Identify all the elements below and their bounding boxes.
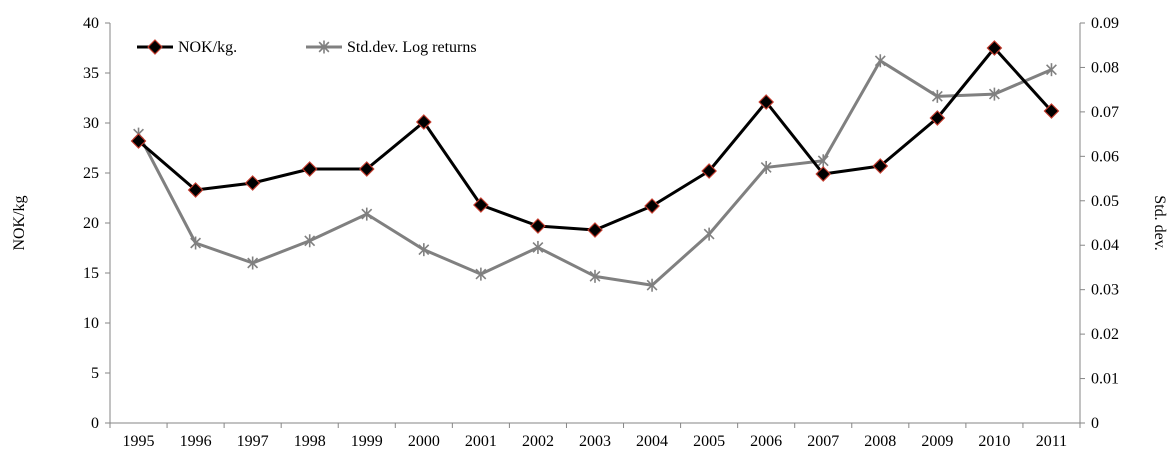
y2-tick-label: 0.09 bbox=[1091, 15, 1119, 32]
y2-tick-label: 0.02 bbox=[1091, 326, 1119, 343]
data-point-nok-kg bbox=[929, 110, 946, 126]
x-tick-label: 1997 bbox=[237, 433, 269, 450]
y-tick-label: 25 bbox=[83, 165, 99, 182]
y2-tick-label: 0.04 bbox=[1091, 237, 1119, 254]
y2-tick-label: 0.07 bbox=[1091, 104, 1119, 121]
data-point-std-dev bbox=[190, 236, 202, 250]
data-point-std-dev bbox=[760, 160, 772, 174]
data-point-std-dev bbox=[988, 87, 1000, 101]
data-point-nok-kg bbox=[644, 198, 660, 214]
data-point-std-dev bbox=[931, 89, 943, 103]
data-point-nok-kg bbox=[701, 163, 717, 179]
x-tick-label: 2003 bbox=[579, 433, 611, 450]
data-point-std-dev bbox=[817, 154, 829, 168]
y-tick-label: 10 bbox=[83, 315, 99, 332]
y2-tick-label: 0.05 bbox=[1091, 193, 1119, 210]
x-tick-label: 2005 bbox=[693, 433, 725, 450]
data-point-nok-kg bbox=[1043, 103, 1060, 119]
y-tick-label: 40 bbox=[83, 15, 99, 32]
x-tick-label: 2008 bbox=[864, 433, 896, 450]
data-point-std-dev bbox=[589, 269, 601, 283]
x-tick-label: 2009 bbox=[921, 433, 953, 450]
y-tick-label: 5 bbox=[91, 365, 99, 382]
y-tick-label: 35 bbox=[83, 65, 99, 82]
data-point-nok-kg bbox=[187, 182, 204, 198]
y-tick-label: 0 bbox=[91, 415, 99, 432]
data-point-nok-kg bbox=[530, 218, 546, 234]
data-point-nok-kg bbox=[986, 40, 1003, 56]
x-tick-label: 2011 bbox=[1036, 433, 1067, 450]
data-point-nok-kg bbox=[358, 161, 375, 177]
data-point-std-dev bbox=[475, 267, 487, 281]
data-point-std-dev bbox=[532, 240, 544, 254]
x-tick-label: 2001 bbox=[465, 433, 497, 450]
y2-axis-title: Std. dev. bbox=[1151, 195, 1167, 250]
y2-tick-label: 0.03 bbox=[1091, 282, 1119, 299]
data-point-nok-kg bbox=[244, 175, 261, 191]
x-tick-label: 2010 bbox=[978, 433, 1010, 450]
y2-tick-label: 0.06 bbox=[1091, 148, 1119, 165]
data-point-std-dev bbox=[304, 234, 316, 248]
x-tick-label: 2006 bbox=[750, 433, 782, 450]
legend-label-nok-kg: NOK/kg. bbox=[178, 39, 237, 56]
data-point-std-dev bbox=[418, 243, 430, 257]
series-line-nok-kg bbox=[137, 46, 1053, 232]
x-tick-label: 2004 bbox=[636, 433, 668, 450]
y-tick-label: 20 bbox=[83, 215, 99, 232]
legend-label-std-dev: Std.dev. Log returns bbox=[347, 39, 477, 56]
x-tick-label: 2002 bbox=[522, 433, 554, 450]
data-point-std-dev bbox=[361, 207, 373, 221]
series-lines bbox=[137, 46, 1053, 287]
y-tick-label: 30 bbox=[83, 115, 99, 132]
x-tick-label: 1996 bbox=[180, 433, 212, 450]
data-point-nok-kg bbox=[872, 158, 889, 174]
x-tick-label: 2007 bbox=[807, 433, 839, 450]
data-point-std-dev bbox=[646, 278, 658, 292]
data-point-std-dev bbox=[1046, 63, 1057, 77]
x-tick-label: 1998 bbox=[294, 433, 326, 450]
x-tick-label: 1999 bbox=[351, 433, 383, 450]
y2-tick-label: 0.08 bbox=[1091, 59, 1119, 76]
data-point-nok-kg bbox=[815, 166, 832, 182]
data-point-nok-kg bbox=[415, 114, 432, 130]
x-tick-label: 2000 bbox=[408, 433, 440, 450]
x-tick-label: 1995 bbox=[123, 433, 155, 450]
axes: 0 5 10 15 20 25 30 35 40 0 0.01 0.02 0.03 0.04 0.05 0.0… bbox=[11, 15, 1167, 450]
y2-tick-label: 0 bbox=[1091, 415, 1099, 432]
series-markers bbox=[130, 40, 1060, 292]
data-point-nok-kg bbox=[758, 94, 775, 110]
data-point-nok-kg bbox=[587, 222, 603, 238]
y2-tick-label: 0.01 bbox=[1091, 371, 1119, 388]
y-axis-title: NOK/kg bbox=[11, 195, 28, 250]
data-point-std-dev bbox=[874, 54, 886, 68]
y-tick-label: 15 bbox=[83, 265, 99, 282]
series-line-std-dev bbox=[137, 59, 1053, 287]
data-point-std-dev bbox=[703, 227, 715, 241]
data-point-nok-kg bbox=[473, 197, 489, 213]
data-point-nok-kg bbox=[130, 133, 147, 149]
legend-marker-nok-kg bbox=[147, 39, 163, 55]
legend: NOK/kg. Std.dev. Log returns bbox=[137, 39, 477, 56]
legend-marker-std-dev bbox=[318, 40, 330, 54]
data-point-std-dev bbox=[247, 256, 259, 270]
data-point-nok-kg bbox=[301, 161, 318, 177]
